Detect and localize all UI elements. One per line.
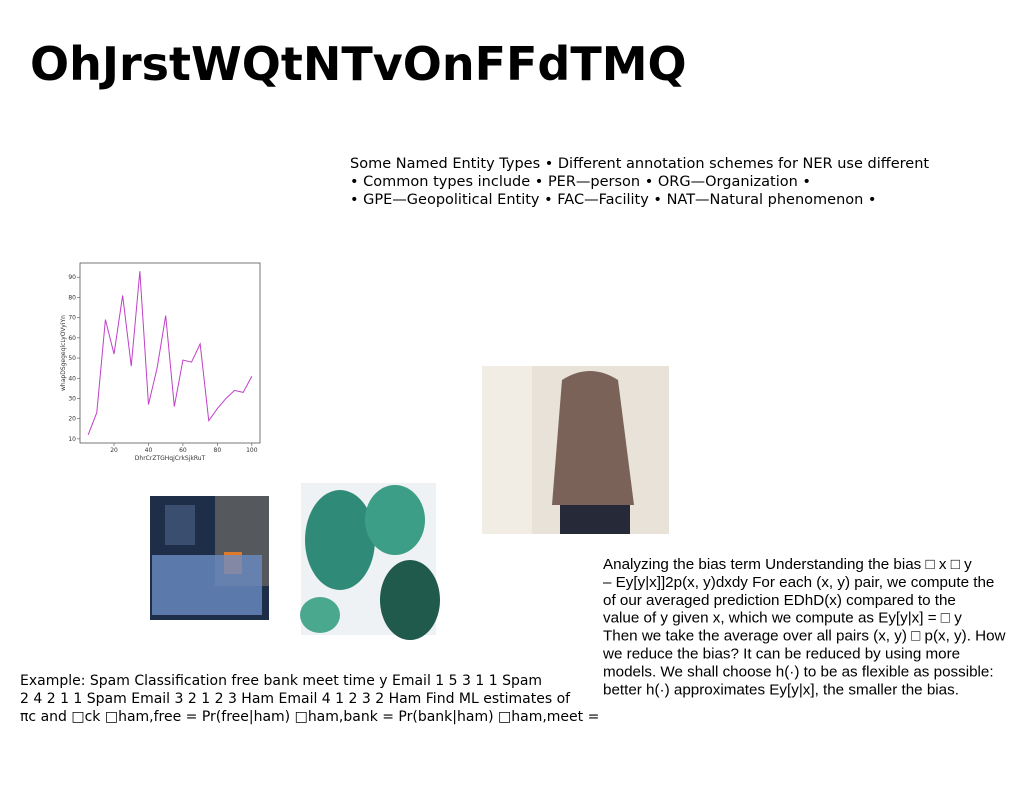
x-tick-label: 60 xyxy=(179,447,187,454)
text-line: Example: Spam Classification free bank m… xyxy=(20,673,542,689)
y-tick-label: 50 xyxy=(68,355,76,362)
text-line: 2 4 2 1 1 Spam Email 3 2 1 2 3 Ham Email… xyxy=(20,691,571,707)
y-tick-label: 20 xyxy=(68,416,76,423)
y-tick-label: 80 xyxy=(68,294,76,301)
y-tick-label: 30 xyxy=(68,395,76,402)
text-line: πc and □ck □ham,free = Pr(free|ham) □ham… xyxy=(20,709,599,725)
y-tick-label: 90 xyxy=(68,274,76,281)
text-line: Some Named Entity Types • Different anno… xyxy=(350,156,929,172)
text-line: – Ey[y|x]]2p(x, y)dxdy For each (x, y) p… xyxy=(603,574,994,591)
x-tick-label: 80 xyxy=(214,447,222,454)
x-tick-label: 20 xyxy=(110,447,118,454)
data-line xyxy=(87,271,253,435)
x-tick-label: 40 xyxy=(145,447,153,454)
text-line: value of y given x, which we compute as … xyxy=(603,610,962,627)
text-line: of our averaged prediction EDhD(x) compa… xyxy=(603,592,956,609)
text-line: Then we take the average over all pairs … xyxy=(603,628,1006,645)
x-axis-label: DhrCrZTGHqjCrkSjkRuT xyxy=(135,455,206,462)
text-line: • Common types include • PER—person • OR… xyxy=(350,174,811,190)
room-image xyxy=(150,496,269,620)
y-tick-label: 60 xyxy=(68,335,76,342)
y-axis-label: whapDSgegeqlcLyOVyiYn xyxy=(60,315,67,391)
text-line: models. We shall choose h(·) to be as fl… xyxy=(603,663,994,680)
text-line: we reduce the bias? It can be reduced by… xyxy=(602,646,960,663)
plant-image xyxy=(300,483,440,640)
plot-frame xyxy=(79,262,261,444)
text-line: better h(·) approximates Ey[y|x], the sm… xyxy=(603,681,959,698)
text-line: • GPE—Geopolitical Entity • FAC—Facility… xyxy=(350,192,877,208)
y-tick-label: 10 xyxy=(68,436,76,443)
y-tick-label: 40 xyxy=(68,375,76,382)
y-tick-label: 70 xyxy=(68,315,76,322)
title: OhJrstWQtNTvOnFFdTMQ xyxy=(30,37,687,91)
x-tick-label: 100 xyxy=(246,447,258,454)
text-line: Analyzing the bias term Understanding th… xyxy=(603,556,972,573)
person-image xyxy=(482,366,669,534)
